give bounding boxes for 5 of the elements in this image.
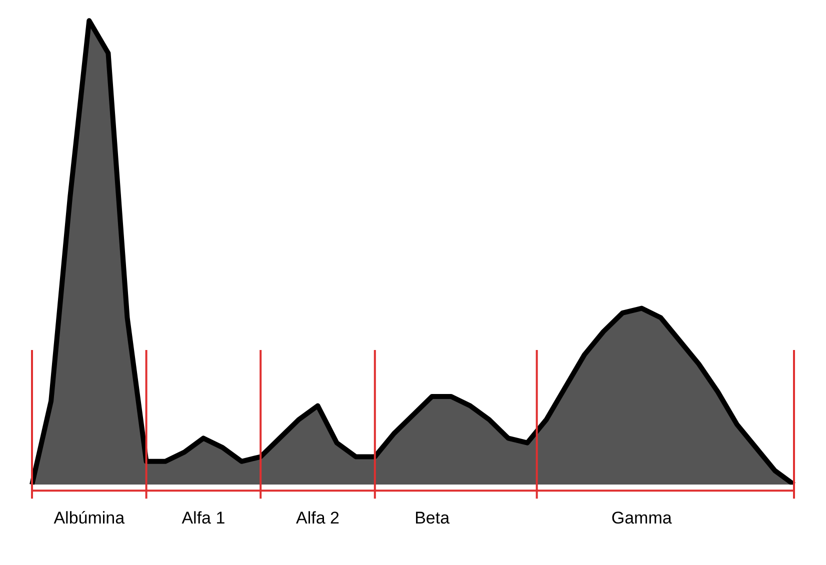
x-tick-label: Albúmina xyxy=(54,508,126,528)
x-tick-label: Beta xyxy=(414,508,450,528)
x-tick-label: Alfa 2 xyxy=(296,508,340,528)
x-tick-label: Gamma xyxy=(611,508,672,528)
x-tick-label: Alfa 1 xyxy=(182,508,226,528)
